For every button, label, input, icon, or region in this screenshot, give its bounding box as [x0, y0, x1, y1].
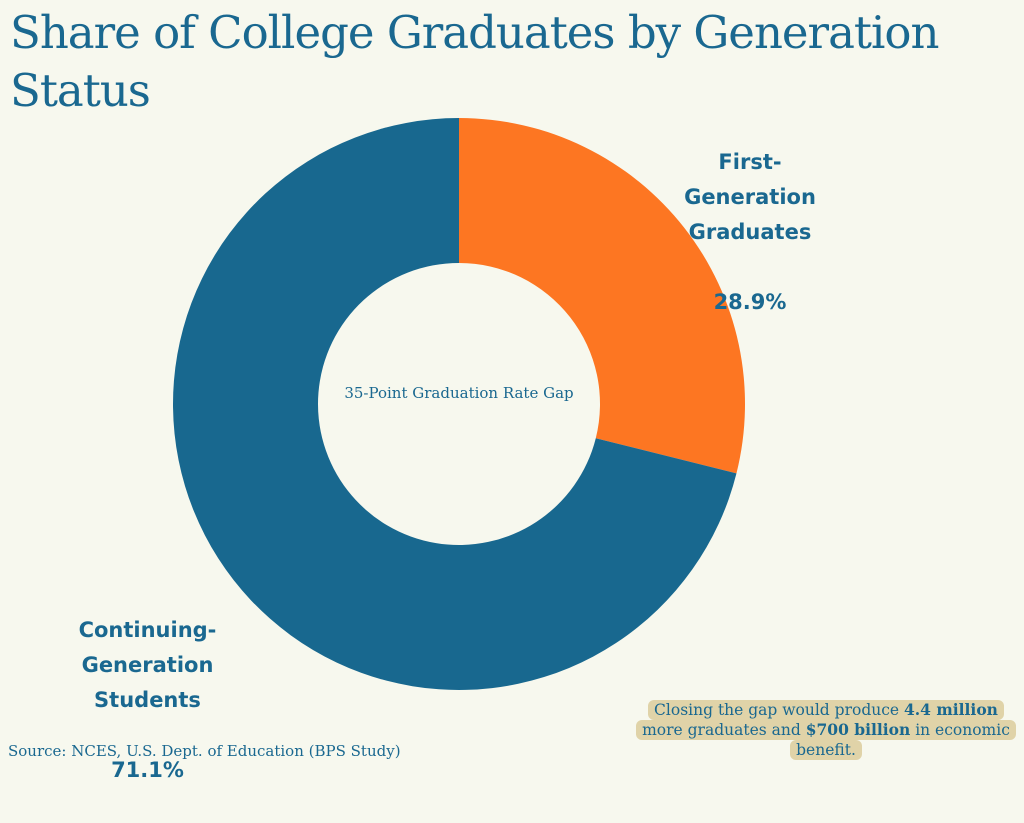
- center-label: 35-Point Graduation Rate Gap: [344, 384, 574, 402]
- slice-label-name: First- Generation Graduates: [684, 150, 816, 244]
- source-note: Source: NCES, U.S. Dept. of Education (B…: [8, 742, 401, 760]
- slice-value-label: 28.9%: [713, 290, 787, 314]
- donut-slice-continuing-generation: [172, 118, 737, 691]
- chart-title: Share of College Graduates by Generation…: [10, 6, 939, 117]
- annotation-text-part: more graduates and: [642, 721, 806, 739]
- annotation-text-part: in economic benefit.: [796, 721, 1010, 759]
- annotation-highlight: $700 billion: [805, 720, 911, 739]
- donut-chart: [172, 118, 745, 691]
- donut-slice-first-generation: [459, 118, 745, 474]
- annotation-highlight: 4.4 million: [904, 700, 998, 719]
- slice-label-continuing-generation: Continuing- Generation Students 71.1%: [55, 578, 240, 823]
- slice-label-first-generation: First- Generation Graduates 28.9%: [670, 110, 830, 355]
- annotation-box: Closing the gap would produce 4.4 millio…: [632, 700, 1020, 760]
- annotation-text: Closing the gap would produce 4.4 millio…: [636, 700, 1016, 760]
- slice-label-name: Continuing- Generation Students: [78, 618, 217, 712]
- annotation-text-part: Closing the gap would produce: [654, 701, 904, 719]
